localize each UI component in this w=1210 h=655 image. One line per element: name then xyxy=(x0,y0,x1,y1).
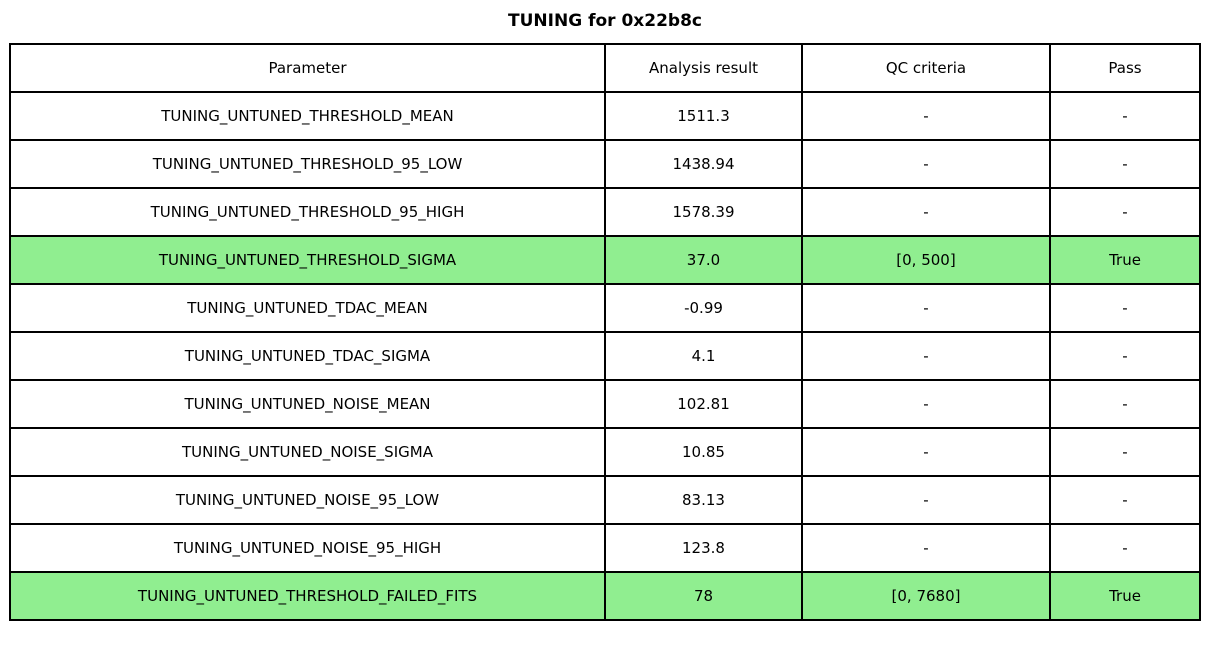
table-header: Parameter Analysis result QC criteria Pa… xyxy=(9,43,1201,93)
cell-pass: True xyxy=(1049,235,1201,285)
table-row: TUNING_UNTUNED_THRESHOLD_MEAN 1511.3- - xyxy=(9,91,1201,141)
cell-pass: - xyxy=(1049,331,1201,381)
page-title: TUNING for 0x22b8c xyxy=(508,11,702,31)
cell-result: 10.85 xyxy=(604,427,803,477)
table-row: TUNING_UNTUNED_THRESHOLD_95_HIGH 1578.39-… xyxy=(9,187,1201,237)
table-row: TUNING_UNTUNED_NOISE_SIGMA 10.85- - xyxy=(9,427,1201,477)
cell-qc: - xyxy=(801,91,1051,141)
cell-qc: - xyxy=(801,283,1051,333)
cell-result: 1578.39 xyxy=(604,187,803,237)
table-row: TUNING_UNTUNED_NOISE_95_LOW 83.13- - xyxy=(9,475,1201,525)
column-header-analysis-result: Analysis result xyxy=(604,43,803,93)
table-body: TUNING_UNTUNED_THRESHOLD_MEAN 1511.3- - TUN… xyxy=(9,91,1201,621)
cell-qc: - xyxy=(801,427,1051,477)
cell-qc: - xyxy=(801,523,1051,573)
cell-parameter: TUNING_UNTUNED_NOISE_SIGMA xyxy=(9,427,606,477)
table-row: TUNING_UNTUNED_THRESHOLD_FAILED_FITS 78 [0… xyxy=(9,571,1201,621)
table-row: TUNING_UNTUNED_NOISE_MEAN 102.81- - xyxy=(9,379,1201,429)
column-header-qc-criteria: QC criteria xyxy=(801,43,1051,93)
cell-pass: - xyxy=(1049,379,1201,429)
cell-pass: - xyxy=(1049,283,1201,333)
cell-result: -0.99 xyxy=(604,283,803,333)
cell-result: 1438.94 xyxy=(604,139,803,189)
cell-parameter: TUNING_UNTUNED_TDAC_MEAN xyxy=(9,283,606,333)
cell-pass: - xyxy=(1049,427,1201,477)
table-row: TUNING_UNTUNED_NOISE_95_HIGH 123.8- - xyxy=(9,523,1201,573)
cell-qc: [0, 500] xyxy=(801,235,1051,285)
cell-qc: - xyxy=(801,187,1051,237)
cell-pass: - xyxy=(1049,475,1201,525)
table-row: TUNING_UNTUNED_TDAC_SIGMA 4.1- - xyxy=(9,331,1201,381)
table-row: TUNING_UNTUNED_TDAC_MEAN -0.99- - xyxy=(9,283,1201,333)
cell-result: 123.8 xyxy=(604,523,803,573)
header-row: Parameter Analysis result QC criteria Pa… xyxy=(9,43,1201,93)
table-row: TUNING_UNTUNED_THRESHOLD_SIGMA 37.0 [0, 50… xyxy=(9,235,1201,285)
cell-parameter: TUNING_UNTUNED_THRESHOLD_SIGMA xyxy=(9,235,606,285)
cell-qc: - xyxy=(801,475,1051,525)
cell-result: 37.0 xyxy=(604,235,803,285)
cell-result: 78 xyxy=(604,571,803,621)
cell-qc: - xyxy=(801,331,1051,381)
cell-result: 4.1 xyxy=(604,331,803,381)
table-row: TUNING_UNTUNED_THRESHOLD_95_LOW 1438.94- - xyxy=(9,139,1201,189)
cell-parameter: TUNING_UNTUNED_THRESHOLD_95_LOW xyxy=(9,139,606,189)
cell-result: 83.13 xyxy=(604,475,803,525)
cell-qc: - xyxy=(801,139,1051,189)
qc-results-table: Parameter Analysis result QC criteria Pa… xyxy=(9,43,1201,621)
cell-result: 1511.3 xyxy=(604,91,803,141)
cell-qc: - xyxy=(801,379,1051,429)
cell-parameter: TUNING_UNTUNED_TDAC_SIGMA xyxy=(9,331,606,381)
column-header-parameter: Parameter xyxy=(9,43,606,93)
cell-parameter: TUNING_UNTUNED_THRESHOLD_MEAN xyxy=(9,91,606,141)
cell-pass: - xyxy=(1049,187,1201,237)
cell-pass: - xyxy=(1049,91,1201,141)
cell-pass: True xyxy=(1049,571,1201,621)
cell-pass: - xyxy=(1049,523,1201,573)
cell-parameter: TUNING_UNTUNED_NOISE_95_LOW xyxy=(9,475,606,525)
cell-pass: - xyxy=(1049,139,1201,189)
column-header-pass: Pass xyxy=(1049,43,1201,93)
cell-parameter: TUNING_UNTUNED_THRESHOLD_FAILED_FITS xyxy=(9,571,606,621)
cell-result: 102.81 xyxy=(604,379,803,429)
cell-parameter: TUNING_UNTUNED_THRESHOLD_95_HIGH xyxy=(9,187,606,237)
cell-qc: [0, 7680] xyxy=(801,571,1051,621)
cell-parameter: TUNING_UNTUNED_NOISE_MEAN xyxy=(9,379,606,429)
cell-parameter: TUNING_UNTUNED_NOISE_95_HIGH xyxy=(9,523,606,573)
